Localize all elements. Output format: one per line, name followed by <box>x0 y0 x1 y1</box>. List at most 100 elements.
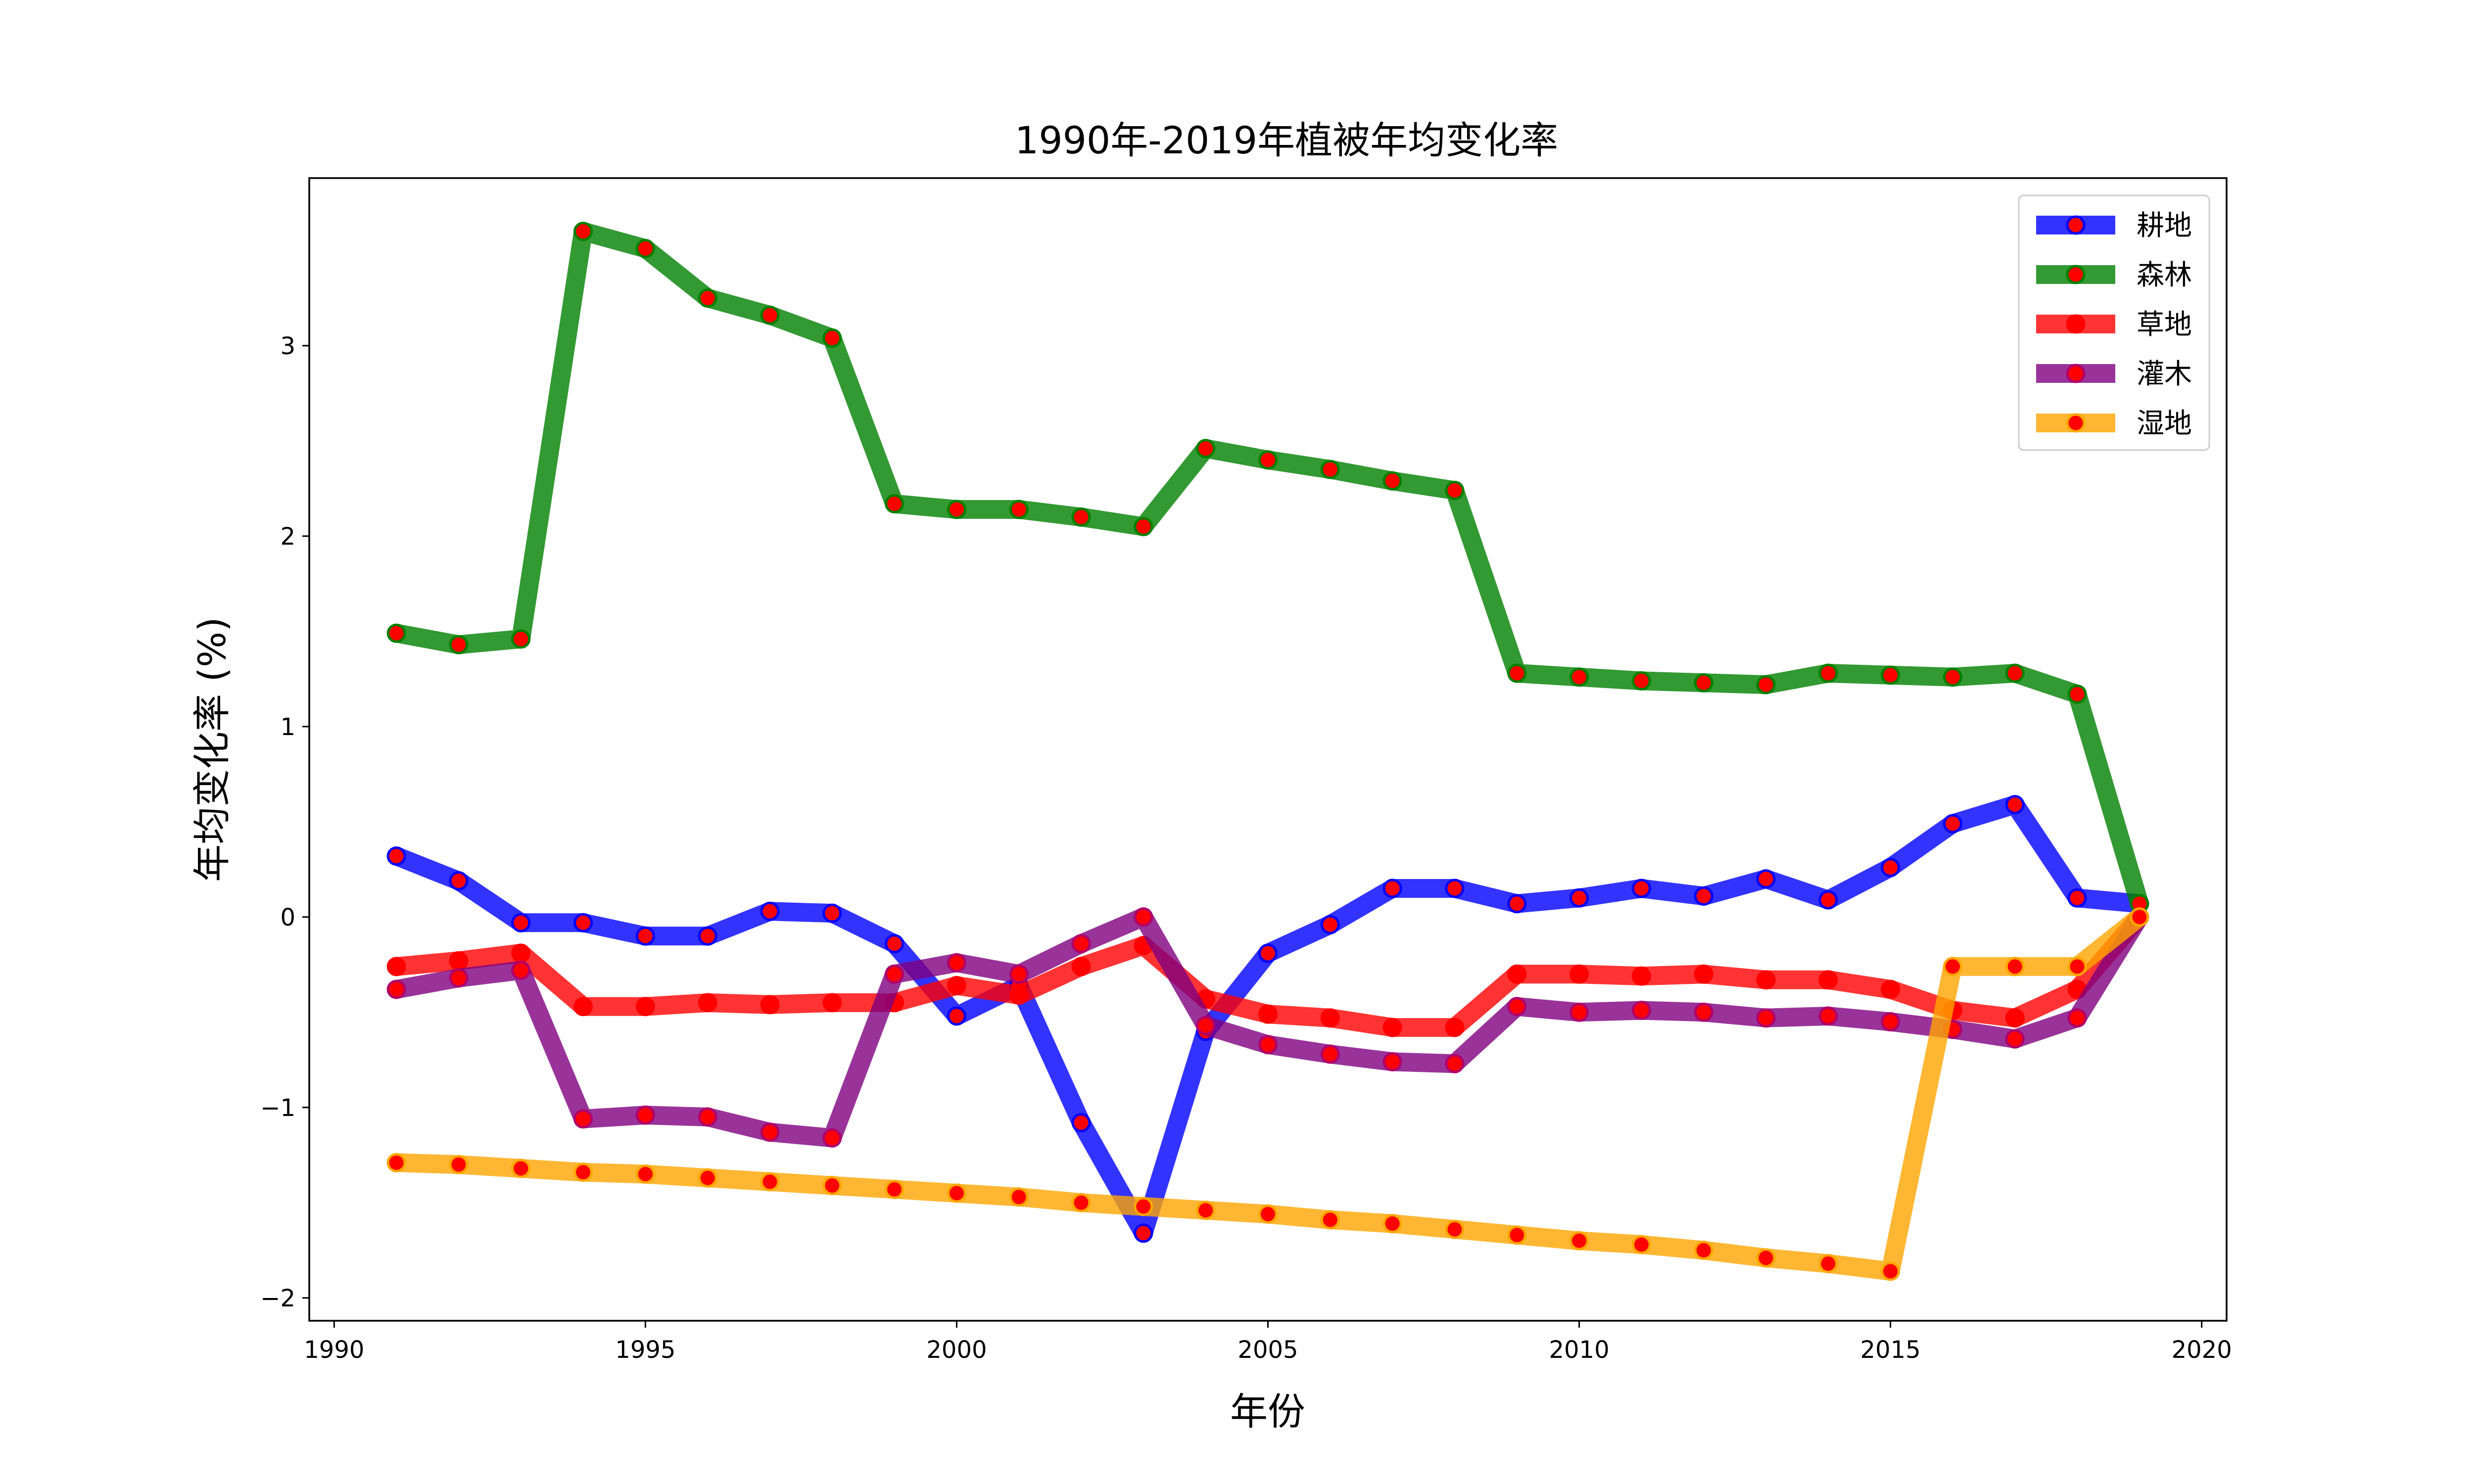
data-point <box>1694 1002 1713 1022</box>
data-point <box>698 1168 717 1188</box>
data-point <box>511 913 531 932</box>
x-tick-label: 2010 <box>1549 1336 1609 1364</box>
series-耕地 <box>386 795 2149 1243</box>
data-point <box>1507 663 1527 683</box>
data-point <box>1631 966 1651 986</box>
legend-label: 湿地 <box>2137 408 2192 440</box>
data-point <box>1071 1193 1091 1212</box>
data-point <box>511 961 531 980</box>
data-point <box>1570 667 1589 687</box>
data-point <box>1196 439 1216 459</box>
data-point <box>1818 663 1838 683</box>
series-line <box>394 222 2149 907</box>
data-point <box>1196 1016 1216 1035</box>
data-point <box>822 1176 842 1196</box>
data-point <box>1134 1223 1153 1243</box>
data-point <box>1071 934 1091 954</box>
data-point <box>635 926 655 946</box>
data-point <box>1507 894 1527 914</box>
data-point <box>386 957 406 976</box>
x-tick-label: 2000 <box>926 1336 987 1364</box>
data-point <box>386 623 406 643</box>
data-point <box>947 1006 966 1026</box>
data-point <box>1445 879 1465 898</box>
data-point <box>1818 1254 1838 1273</box>
series-湿地 <box>386 907 2149 1281</box>
y-tick-label: 2 <box>280 523 295 551</box>
data-point <box>386 1153 406 1172</box>
data-point <box>635 238 655 258</box>
data-point <box>947 975 966 995</box>
data-point <box>1881 1012 1901 1032</box>
legend-label: 草地 <box>2137 309 2192 341</box>
data-point <box>2005 795 2025 815</box>
data-point <box>1694 673 1713 693</box>
data-point <box>449 951 469 971</box>
series-layer <box>386 222 2149 1281</box>
data-point <box>1258 943 1278 963</box>
data-point <box>2067 888 2087 908</box>
y-tick-label: −2 <box>260 1285 295 1312</box>
legend-swatch-marker <box>2066 265 2086 284</box>
data-point <box>573 222 593 241</box>
y-tick-label: −1 <box>260 1094 295 1122</box>
data-point <box>2067 957 2087 976</box>
data-point <box>822 903 842 923</box>
data-point <box>1881 979 1901 999</box>
x-tick-label: 2015 <box>1860 1336 1921 1364</box>
data-point <box>511 943 531 963</box>
data-point <box>698 993 717 1013</box>
data-point <box>1881 1261 1901 1281</box>
data-point <box>2005 957 2025 976</box>
data-point <box>1320 1044 1340 1064</box>
x-tick-label: 2005 <box>1237 1336 1298 1364</box>
legend-swatch-marker <box>2066 215 2086 235</box>
legend-label: 森林 <box>2137 259 2192 291</box>
data-point <box>885 494 904 513</box>
data-point <box>1881 858 1901 878</box>
data-point <box>449 871 469 891</box>
x-tick-label: 2020 <box>2172 1336 2232 1364</box>
data-point <box>573 1109 593 1129</box>
data-point <box>1445 1054 1465 1073</box>
x-tick-label: 1995 <box>615 1336 675 1364</box>
legend-swatch-marker <box>2066 413 2086 433</box>
data-point <box>1943 957 1962 976</box>
data-point <box>386 979 406 999</box>
data-point <box>2005 1008 2025 1028</box>
data-point <box>698 1107 717 1127</box>
data-point <box>760 1172 780 1192</box>
data-point <box>1009 985 1029 1005</box>
data-point <box>449 968 469 988</box>
data-point <box>1631 671 1651 691</box>
data-point <box>1134 517 1153 537</box>
data-point <box>1134 907 1153 927</box>
data-point <box>1756 869 1776 889</box>
data-point <box>1631 1235 1651 1254</box>
data-point <box>1320 460 1340 479</box>
plot-frame <box>308 177 2228 1322</box>
data-point <box>573 913 593 932</box>
data-point <box>449 1155 469 1174</box>
data-point <box>1445 1018 1465 1037</box>
data-point <box>2005 1029 2025 1049</box>
data-point <box>1756 1248 1776 1268</box>
legend-label: 灌木 <box>2137 358 2192 390</box>
data-point <box>1382 1214 1402 1234</box>
y-axis-ticks: −2 −1 0 1 2 3 <box>260 332 309 1312</box>
data-point <box>573 1162 593 1182</box>
data-point <box>1445 480 1465 500</box>
chart-title: 1990年-2019年植被年均变化率 <box>1015 118 1558 162</box>
legend-swatch-marker <box>2066 364 2086 383</box>
data-point <box>635 997 655 1017</box>
data-point <box>947 500 966 519</box>
data-point <box>698 288 717 308</box>
data-point <box>1320 915 1340 934</box>
data-point <box>1071 957 1091 976</box>
data-point <box>1382 471 1402 491</box>
data-point <box>511 629 531 649</box>
data-point <box>822 328 842 348</box>
data-point <box>885 1179 904 1199</box>
